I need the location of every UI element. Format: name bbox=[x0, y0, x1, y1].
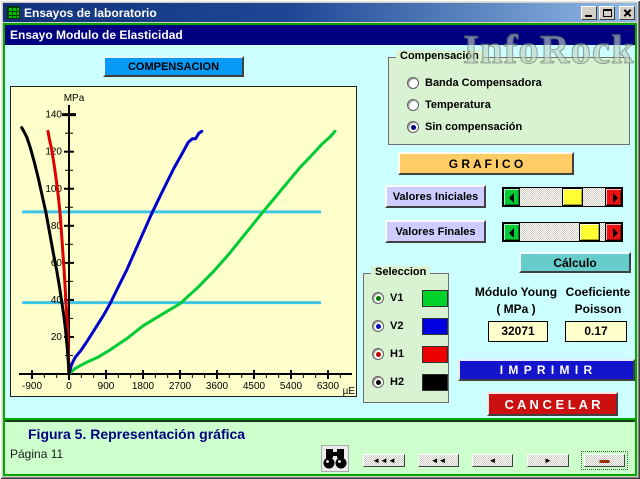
stress-strain-plot: -900 0 900 1800 2700 3600 4500 5400 630020406080… bbox=[19, 93, 356, 396]
x-tick-label: 4500 bbox=[243, 381, 266, 392]
app-icon bbox=[7, 6, 20, 19]
compensacion-group: Compensación Banda Compensadora Temperatu… bbox=[388, 50, 630, 145]
maximize-button[interactable] bbox=[599, 5, 615, 20]
channel-label: H1 bbox=[390, 348, 405, 360]
title-bar: Ensayos de laboratorio bbox=[3, 3, 637, 22]
compensacion-group-title: Compensación bbox=[396, 50, 483, 62]
cancelar-button[interactable]: C A N C E L A R bbox=[487, 392, 618, 416]
poisson-value[interactable]: 0.17 bbox=[565, 321, 627, 342]
x-axis-unit-label: µE bbox=[343, 386, 356, 396]
nav-back-2-button[interactable]: ◄◄ bbox=[418, 454, 459, 467]
channel-v2[interactable]: V2 bbox=[364, 312, 448, 340]
young-modulus-value[interactable]: 32071 bbox=[488, 321, 548, 342]
figure-caption: Figura 5. Representación gráfica bbox=[28, 426, 246, 442]
window-title: Ensayos de laboratorio bbox=[24, 5, 157, 20]
binoculars-icon[interactable] bbox=[321, 445, 349, 472]
radio-label: Banda Compensadora bbox=[425, 77, 542, 89]
channel-h1[interactable]: H1 bbox=[364, 340, 448, 368]
nav-back-3-button[interactable]: ◄◄◄ bbox=[363, 454, 405, 467]
y-tick-label: 100 bbox=[45, 184, 62, 195]
close-button[interactable] bbox=[619, 5, 635, 20]
scroll-left-button[interactable] bbox=[503, 223, 520, 241]
radio-temperatura[interactable]: Temperatura bbox=[389, 94, 629, 116]
young-modulus-label: Módulo Young ( MPa ) bbox=[474, 285, 558, 316]
footer-bar: Figura 5. Representación gráfica Página … bbox=[5, 420, 635, 474]
scrollbar-thumb[interactable] bbox=[579, 223, 600, 241]
radio-circle bbox=[372, 376, 384, 388]
seleccion-group-title: Seleccion bbox=[371, 266, 431, 278]
channel-h2[interactable]: H2 bbox=[364, 368, 448, 396]
channel-color-swatch bbox=[422, 345, 448, 363]
radio-circle bbox=[372, 320, 384, 332]
imprimir-button[interactable]: I M P R I M I R bbox=[458, 359, 635, 381]
radio-circle bbox=[372, 292, 384, 304]
compensacion-button[interactable]: COMPENSACION bbox=[103, 56, 244, 77]
series-v2 bbox=[67, 129, 204, 376]
scroll-right-button[interactable] bbox=[605, 223, 622, 241]
minimize-icon bbox=[585, 14, 592, 17]
valores-finales-button[interactable]: Valores Finales bbox=[385, 220, 486, 243]
x-tick-label: 0 bbox=[66, 381, 72, 392]
poisson-label: Coeficiente Poisson bbox=[565, 285, 631, 316]
x-tick-label: 2700 bbox=[169, 381, 192, 392]
page-number: Página 11 bbox=[10, 447, 64, 461]
form-frame: Ensayo Modulo de Elasticidad COMPENSACIO… bbox=[3, 23, 637, 476]
x-tick-label: 5400 bbox=[280, 381, 303, 392]
x-tick-label: 1800 bbox=[132, 381, 155, 392]
grafico-button[interactable]: G R A F I C O bbox=[398, 152, 574, 175]
x-tick-label: 900 bbox=[98, 381, 115, 392]
scroll-right-button[interactable] bbox=[605, 188, 622, 206]
x-tick-label: 3600 bbox=[206, 381, 229, 392]
channel-label: V2 bbox=[390, 320, 404, 332]
channel-color-swatch bbox=[422, 317, 448, 335]
stress-strain-chart: -900 0 900 1800 2700 3600 4500 5400 6300 20 40 60 80… bbox=[10, 86, 357, 397]
minimize-button[interactable] bbox=[581, 5, 597, 20]
radio-label: Sin compensación bbox=[425, 121, 523, 133]
valores-iniciales-scrollbar[interactable] bbox=[502, 187, 623, 207]
valores-iniciales-button[interactable]: Valores Iniciales bbox=[385, 185, 486, 208]
series-h2 bbox=[20, 126, 71, 376]
radio-label: Temperatura bbox=[425, 99, 491, 111]
y-axis-unit-label: MPa bbox=[64, 93, 85, 104]
client-area: COMPENSACION -900 0 900 1800 2700 3600 4500 540… bbox=[5, 45, 635, 418]
radio-banda-compensadora[interactable]: Banda Compensadora bbox=[389, 72, 629, 94]
channel-label: V1 bbox=[390, 292, 404, 304]
y-tick-label: 140 bbox=[45, 110, 62, 121]
series-v1 bbox=[67, 129, 337, 376]
x-tick-label: 6300 bbox=[317, 381, 340, 392]
form-header: Ensayo Modulo de Elasticidad bbox=[5, 25, 635, 45]
channel-label: H2 bbox=[390, 376, 405, 388]
nav-forward-1-button[interactable]: ► bbox=[527, 454, 569, 467]
radio-circle bbox=[372, 348, 384, 360]
channel-color-swatch bbox=[422, 289, 448, 307]
valores-finales-scrollbar[interactable] bbox=[502, 222, 623, 242]
y-tick-label: 40 bbox=[51, 295, 63, 306]
y-tick-label: 20 bbox=[51, 332, 63, 343]
channel-v1[interactable]: V1 bbox=[364, 284, 448, 312]
radio-circle bbox=[407, 121, 419, 133]
nav-back-1-button[interactable]: ◄ bbox=[472, 454, 513, 467]
calculo-button[interactable]: Cálculo bbox=[519, 252, 631, 273]
nav-stop-button[interactable]: ▬ bbox=[581, 451, 628, 470]
seleccion-group: Seleccion V1 V2 H1 H2 bbox=[363, 266, 449, 403]
y-tick-label: 80 bbox=[51, 221, 63, 232]
x-tick-label: -900 bbox=[22, 381, 42, 392]
maximize-icon bbox=[603, 8, 612, 17]
seleccion-channels: V1 V2 H1 H2 bbox=[364, 284, 448, 396]
radio-sin-compensacion[interactable]: Sin compensación bbox=[389, 116, 629, 138]
compensacion-options: Banda Compensadora Temperatura Sin compens… bbox=[389, 72, 629, 138]
series-h1 bbox=[46, 129, 71, 376]
channel-color-swatch bbox=[422, 373, 448, 391]
y-tick-label: 120 bbox=[45, 147, 62, 158]
radio-circle bbox=[407, 99, 419, 111]
radio-circle bbox=[407, 77, 419, 89]
scrollbar-thumb[interactable] bbox=[562, 188, 583, 206]
scroll-left-button[interactable] bbox=[503, 188, 520, 206]
